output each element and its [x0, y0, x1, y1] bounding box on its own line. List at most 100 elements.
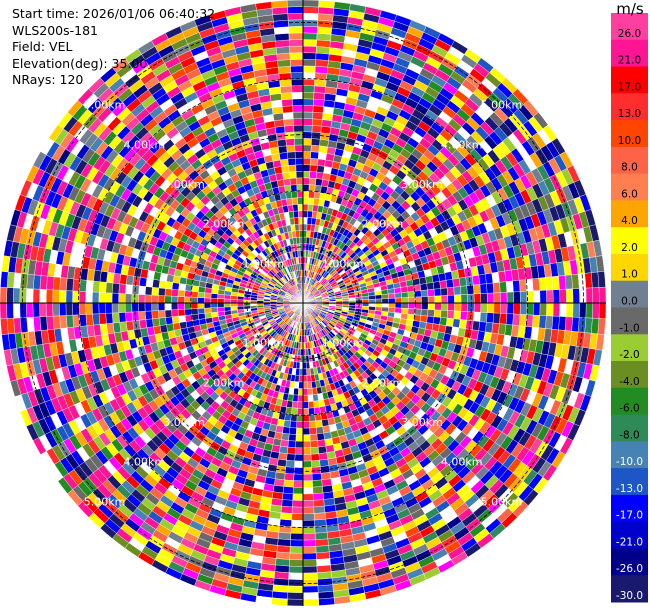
- gate-cell: [565, 288, 574, 304]
- gate-cell: [52, 302, 60, 317]
- gate-cell: [445, 317, 454, 327]
- gate-cell: [302, 171, 311, 179]
- gate-cell: [302, 217, 308, 225]
- gate-cell: [165, 316, 174, 325]
- gate-cell: [292, 500, 304, 508]
- gate-cell: [295, 440, 304, 449]
- gate-cell: [313, 512, 326, 521]
- gate-cell: [210, 298, 218, 304]
- gate-cell: [287, 440, 296, 448]
- gate-cell: [302, 473, 313, 481]
- gate-cell: [310, 158, 319, 166]
- gate-cell: [551, 315, 560, 331]
- gate-cell: [313, 406, 321, 415]
- gate-cell: [177, 296, 185, 304]
- gate-cell: [139, 319, 148, 330]
- gate-cell: [302, 204, 309, 212]
- gate-cell: [39, 289, 47, 304]
- gate-cell: [132, 320, 141, 330]
- gate-cell: [309, 420, 317, 429]
- gate-cell: [492, 312, 501, 324]
- gate-cell: [296, 408, 304, 416]
- gate-cell: [315, 545, 330, 554]
- gate-cell: [105, 312, 114, 324]
- gate-cell: [315, 171, 324, 180]
- gate-cell: [318, 591, 335, 600]
- gate-cell: [466, 311, 475, 322]
- gate-cell: [302, 13, 319, 21]
- gate-cell: [447, 302, 455, 312]
- gate-cell: [314, 519, 327, 527]
- gate-cell: [302, 592, 319, 600]
- gate-cell: [454, 302, 462, 312]
- gate-cell: [98, 292, 106, 304]
- gate-cell: [421, 296, 429, 304]
- gate-cell: [198, 313, 206, 320]
- gate-cell: [440, 295, 449, 304]
- gate-cell: [151, 294, 159, 304]
- gate-cell: [302, 460, 312, 468]
- gate-cell: [302, 111, 314, 119]
- gate-cell: [558, 316, 567, 331]
- gate-cell: [191, 308, 199, 315]
- gate-cell: [313, 400, 320, 408]
- gate-cell: [414, 302, 422, 310]
- gate-cell: [164, 295, 172, 304]
- gate-cell: [204, 307, 212, 314]
- gate-cell: [6, 318, 15, 335]
- gate-cell: [311, 131, 322, 140]
- gate-cell: [307, 204, 314, 212]
- gate-cell: [425, 275, 434, 284]
- gate-cell: [564, 316, 573, 332]
- gate-cell: [362, 302, 370, 307]
- gate-cell: [204, 302, 212, 309]
- gate-cell: [158, 317, 167, 326]
- gate-cell: [452, 318, 461, 328]
- gate-cell: [197, 297, 205, 304]
- gate-cell: [138, 302, 146, 312]
- gate-cell: [138, 311, 146, 321]
- gate-cell: [315, 538, 329, 547]
- gate-cell: [151, 310, 160, 319]
- gate-cell: [307, 388, 313, 396]
- gate-cell: [33, 274, 42, 290]
- gate-cell: [210, 307, 218, 313]
- gate-cell: [426, 282, 435, 291]
- gate-cell: [172, 322, 181, 331]
- gate-cell: [302, 32, 318, 41]
- gate-cell: [427, 295, 435, 304]
- gate-cell: [309, 171, 317, 179]
- gate-cell: [118, 283, 127, 294]
- gate-cell: [291, 519, 304, 528]
- gate-cell: [579, 288, 587, 304]
- gate-cell: [539, 290, 547, 304]
- gate-cell: [0, 302, 8, 320]
- gate-cell: [125, 302, 133, 313]
- gate-cell: [440, 310, 448, 319]
- gate-cell: [293, 480, 304, 488]
- gate-cell: [302, 487, 314, 495]
- gate-cell: [157, 302, 166, 311]
- gate-cell: [368, 302, 376, 307]
- gate-cell: [368, 295, 376, 300]
- gate-cell: [320, 125, 331, 134]
- gate-cell: [46, 275, 55, 291]
- gate-cell: [294, 454, 304, 462]
- gate-cell: [312, 393, 319, 402]
- gate-cell: [388, 298, 396, 304]
- gate-cell: [313, 85, 326, 94]
- gate-cell: [164, 302, 172, 311]
- gate-cell: [312, 112, 324, 120]
- gate-cell: [230, 302, 238, 307]
- gate-cell: [26, 288, 34, 304]
- gate-cell: [283, 479, 294, 488]
- gate-cell: [217, 311, 226, 317]
- gate-cell: [289, 559, 304, 567]
- gate-cell: [486, 312, 494, 324]
- gate-cell: [473, 293, 481, 304]
- gate-cell: [421, 302, 429, 310]
- gate-cell: [237, 305, 245, 311]
- gate-cell: [319, 405, 327, 414]
- gate-cell: [579, 302, 587, 318]
- gate-cell: [317, 439, 326, 448]
